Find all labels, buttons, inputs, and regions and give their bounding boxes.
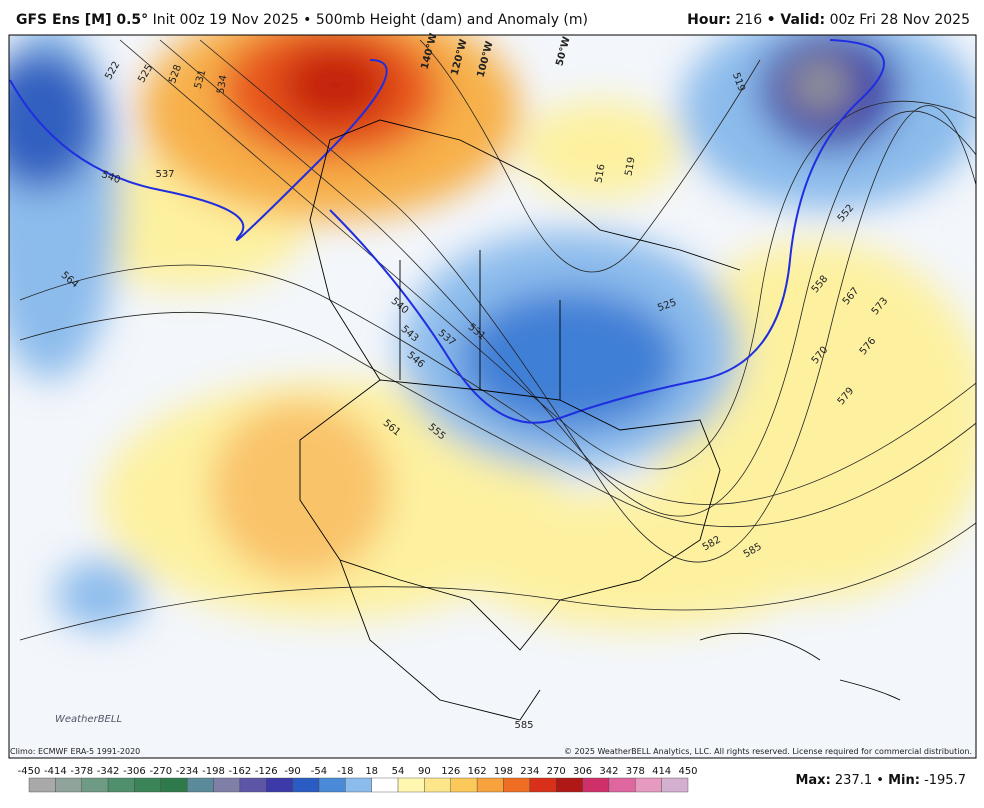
colorbar-segment xyxy=(345,777,372,793)
map xyxy=(9,35,976,758)
colorbar-tick-label: 198 xyxy=(494,766,513,777)
max-label: Max: xyxy=(795,773,830,788)
colorbar-segment xyxy=(556,777,583,793)
valid-time: Hour: 216 • Valid: 00z Fri 28 Nov 2025 xyxy=(687,12,970,28)
colorbar-segment xyxy=(213,777,241,793)
colorbar-segment xyxy=(239,777,267,793)
colorbar-segment xyxy=(371,777,399,793)
hour: 216 xyxy=(735,12,762,28)
colorbar-segment xyxy=(529,777,557,793)
colorbar-tick-label: -126 xyxy=(255,766,278,777)
climo-note: Climo: ECMWF ERA-5 1991-2020 xyxy=(10,747,140,756)
copyright: © 2025 WeatherBELL Analytics, LLC. All r… xyxy=(564,747,972,756)
max-min: Max: 237.1 • Min: -195.7 xyxy=(795,773,966,788)
model-name: GFS Ens [M] 0.5° xyxy=(16,12,148,28)
colorbar-tick-label: 414 xyxy=(652,766,671,777)
colorbar-segment xyxy=(397,777,425,793)
colorbar-tick-label: -162 xyxy=(229,766,252,777)
contour-label: 516 xyxy=(593,163,607,184)
max-value: 237.1 xyxy=(835,773,872,788)
colorbar-segment xyxy=(661,777,689,793)
colorbar-tick-label: 234 xyxy=(520,766,539,777)
colorbar-tick-label: 342 xyxy=(599,766,618,777)
colorbar-tick-label: 378 xyxy=(626,766,645,777)
colorbar-tick-label: -198 xyxy=(202,766,225,777)
colorbar-segment xyxy=(503,777,531,793)
colorbar-segment xyxy=(292,777,320,793)
colorbar-segment xyxy=(160,777,188,793)
colorbar-segment xyxy=(318,777,346,793)
colorbar-tick-label: 126 xyxy=(441,766,460,777)
contour-label: 534 xyxy=(215,74,229,95)
title: GFS Ens [M] 0.5° Init 00z 19 Nov 2025 • … xyxy=(16,12,588,28)
colorbar-tick-label: -414 xyxy=(44,766,67,777)
contour-label: 519 xyxy=(623,156,637,177)
colorbar-segment xyxy=(186,777,214,793)
colorbar-segment xyxy=(266,777,293,793)
colorbar-tick-label: -18 xyxy=(337,766,353,777)
colorbar-tick-label: 18 xyxy=(365,766,378,777)
map-frame xyxy=(8,34,977,759)
colorbar-tick-label: -54 xyxy=(311,766,327,777)
colorbar-tick-label: 162 xyxy=(468,766,487,777)
contour-label: 585 xyxy=(514,720,533,731)
colorbar-segment xyxy=(28,777,56,793)
colorbar-tick-label: 306 xyxy=(573,766,592,777)
min-label: Min: xyxy=(888,773,920,788)
min-value: -195.7 xyxy=(924,773,966,788)
contour-label: 531 xyxy=(193,69,209,90)
colorbar-tick-label: -270 xyxy=(149,766,172,777)
colorbar-tick-label: -342 xyxy=(97,766,120,777)
colorbar-segment xyxy=(476,777,504,793)
colorbar: -450 -414 -378 -342 -306 -270 -234 -198 -162 -126… xyxy=(18,766,698,793)
colorbar-segment xyxy=(81,777,109,793)
colorbar-tick-label: 270 xyxy=(547,766,566,777)
colorbar-tick-label: -450 xyxy=(18,766,41,777)
contour-label: 537 xyxy=(155,169,174,180)
hour-label: Hour: xyxy=(687,12,731,28)
colorbar-segment xyxy=(134,777,162,793)
colorbar-segment xyxy=(608,777,636,793)
valid-label: • Valid: xyxy=(767,12,826,28)
run-info: Init 00z 19 Nov 2025 • 500mb Height (dam… xyxy=(153,12,588,28)
colorbar-segment xyxy=(635,777,662,793)
colorbar-tick-label: -234 xyxy=(176,766,199,777)
colorbar-tick-label: -378 xyxy=(70,766,93,777)
colorbar-segment xyxy=(582,777,610,793)
colorbar-tick-label: 450 xyxy=(678,766,697,777)
colorbar-tick-label: 54 xyxy=(392,766,405,777)
colorbar-segment xyxy=(450,777,478,793)
colorbar-segment xyxy=(55,777,82,793)
colorbar-tick-label: 90 xyxy=(418,766,431,777)
separator: • xyxy=(876,773,884,788)
colorbar-segment xyxy=(424,777,451,793)
colorbar-tick-label: -306 xyxy=(123,766,146,777)
colorbar-tick-label: -90 xyxy=(284,766,300,777)
valid: 00z Fri 28 Nov 2025 xyxy=(830,12,970,28)
colorbar-segment xyxy=(107,777,135,793)
logo: WeatherBELL xyxy=(55,714,122,725)
